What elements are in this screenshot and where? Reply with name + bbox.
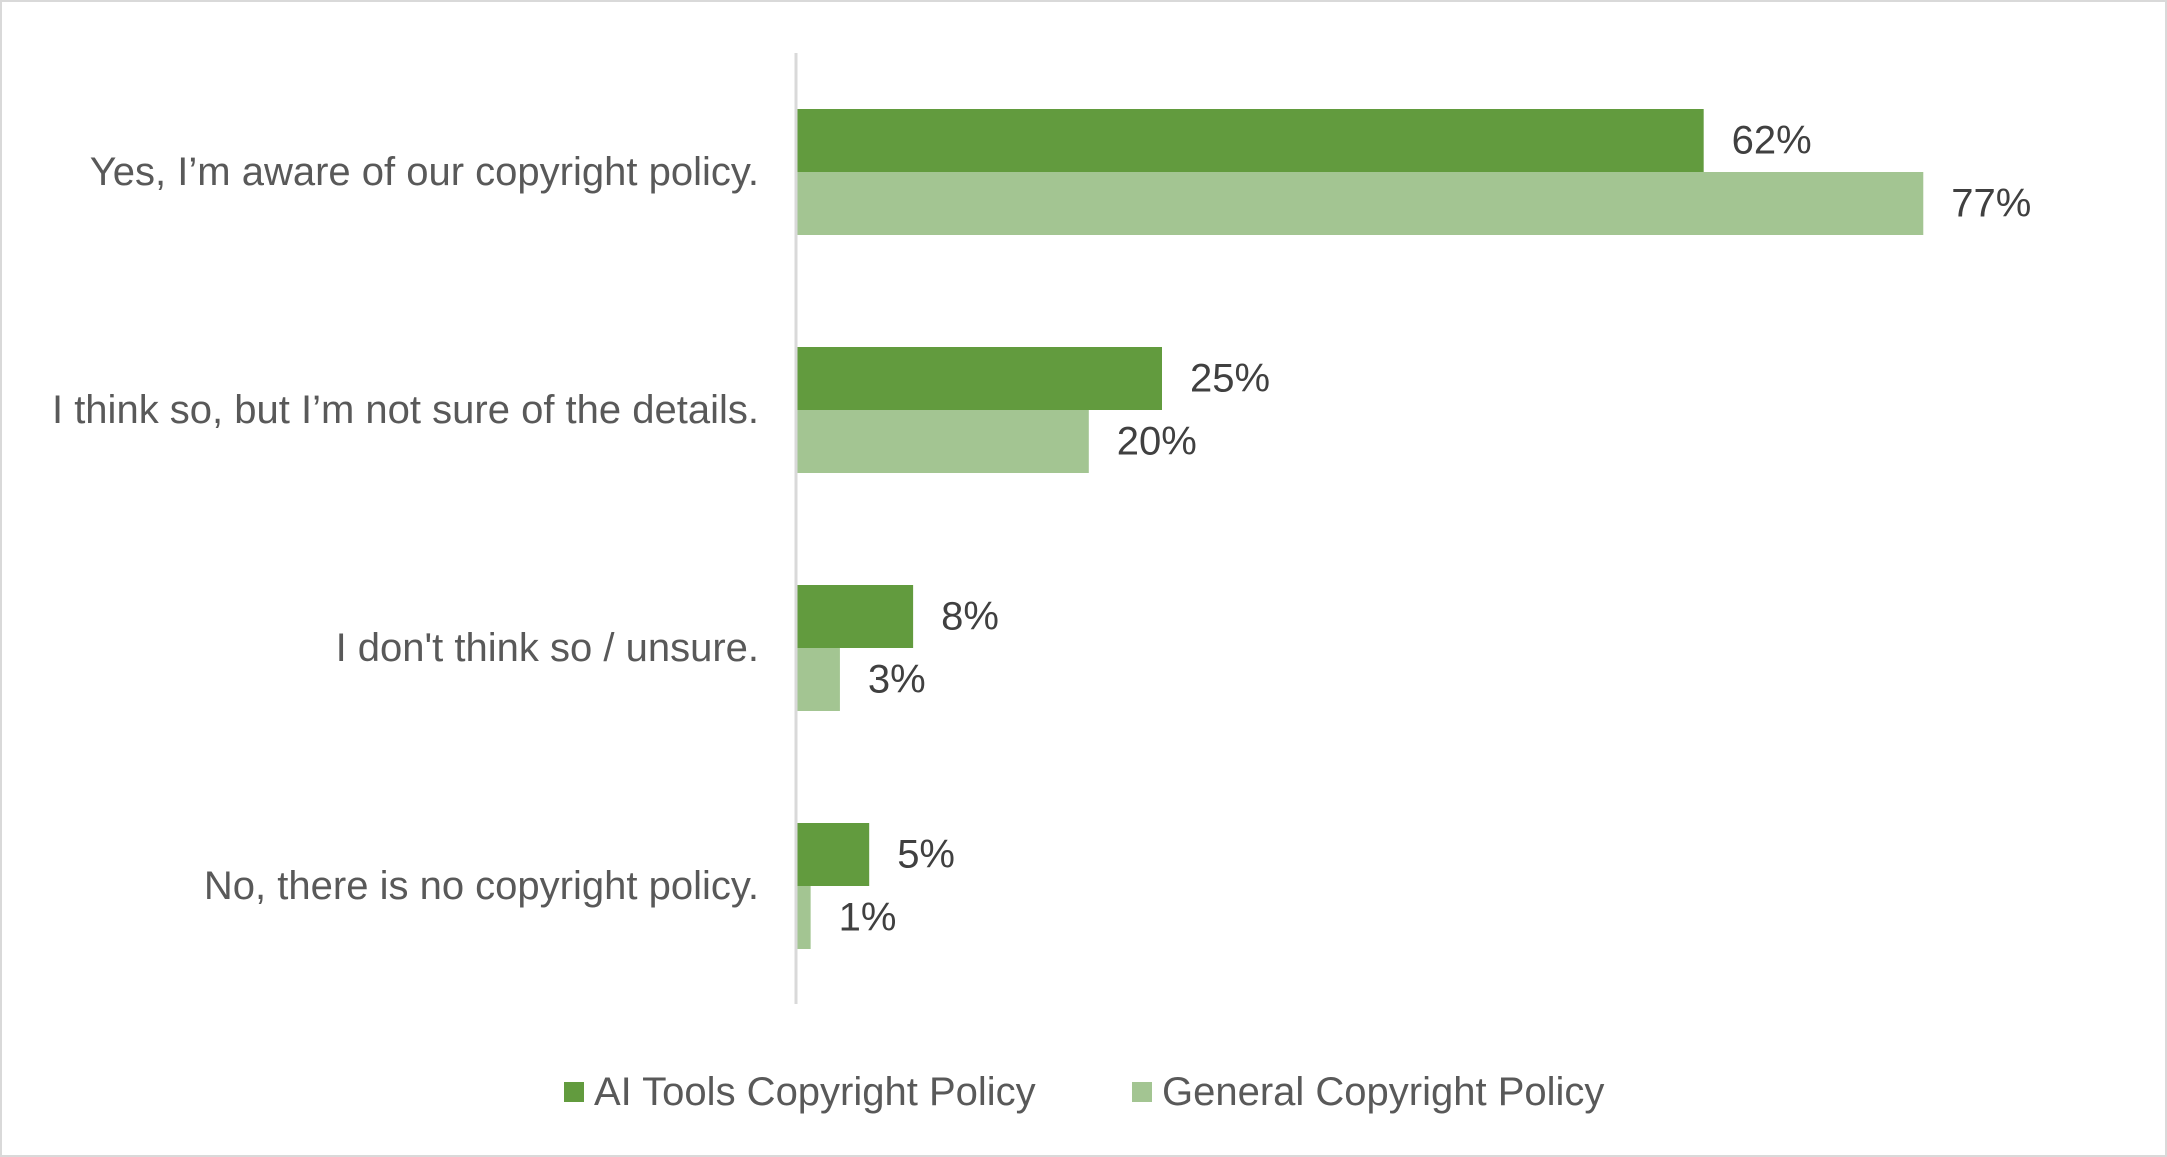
data-label: 77% [1951,182,2031,226]
bar-general-0 [796,172,1924,235]
legend-swatch [564,1082,584,1102]
bar-general-3 [796,886,811,949]
category-label: Yes, I’m aware of our copyright policy. [90,150,759,194]
bar-general-1 [796,410,1089,473]
data-label: 20% [1117,420,1197,464]
data-label: 25% [1190,357,1270,401]
category-label: I think so, but I’m not sure of the deta… [52,388,759,432]
category-labels: Yes, I’m aware of our copyright policy. I… [52,150,759,908]
bar-ai-tools-1 [796,347,1162,410]
legend-label: AI Tools Copyright Policy [594,1070,1036,1114]
bar-general-2 [796,648,840,711]
bar-ai-tools-0 [796,109,1704,172]
data-label: 62% [1732,119,1812,163]
category-label: No, there is no copyright policy. [204,864,759,908]
data-label: 3% [868,658,926,702]
category-label: I don't think so / unsure. [336,626,759,670]
data-label: 1% [839,896,897,940]
bars-layer [796,109,1924,949]
legend-swatch [1132,1082,1152,1102]
data-label: 5% [897,833,955,877]
legend-label: General Copyright Policy [1162,1070,1604,1114]
legend: AI Tools Copyright Policy General Copyrig… [564,1070,1604,1114]
data-label: 8% [941,595,999,639]
bar-ai-tools-2 [796,585,914,648]
labels-layer: 62% 77% 25% 20% 8% 3% 5%1% [839,119,2032,940]
bar-ai-tools-3 [796,823,870,886]
